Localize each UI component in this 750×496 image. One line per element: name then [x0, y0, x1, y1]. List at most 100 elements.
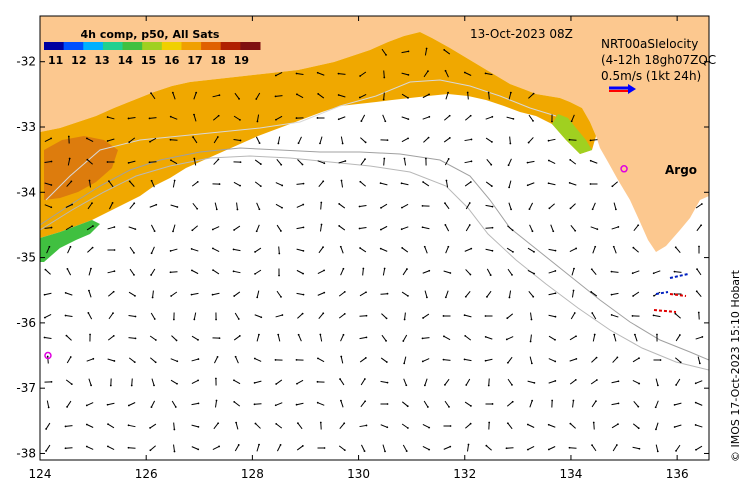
current-vector: [340, 180, 344, 188]
current-vector: [401, 226, 409, 230]
current-vector: [548, 160, 556, 164]
current-vector: [108, 202, 114, 210]
current-vector: [254, 358, 262, 362]
land-australia: [40, 16, 709, 252]
current-vector-head: [617, 380, 620, 383]
current-vector: [528, 137, 534, 143]
colorbar-segment: [142, 42, 163, 50]
current-vector-head: [595, 379, 598, 381]
current-vector-head: [88, 179, 91, 182]
current-vector-field: [43, 47, 704, 453]
current-vector: [401, 137, 409, 143]
current-vector: [464, 335, 472, 341]
current-vector: [570, 224, 576, 232]
current-vector: [234, 312, 240, 320]
current-vector: [170, 291, 178, 297]
current-vector-head: [505, 338, 508, 341]
current-vector: [506, 313, 514, 319]
current-vector-head: [533, 382, 536, 384]
credit-text: © IMOS 17-Oct-2023 15:10 Hobart: [729, 269, 742, 462]
colorbar-segment: [122, 42, 143, 50]
current-vector-head: [232, 248, 235, 251]
current-vector: [613, 202, 617, 210]
current-vector-head: [196, 207, 199, 210]
legend-line-3: 0.5m/s (1kt 24h): [601, 69, 701, 83]
lon-tick-label: 130: [347, 467, 370, 481]
current-vector: [591, 312, 597, 320]
current-vector: [359, 227, 367, 229]
current-vector-head: [254, 272, 256, 275]
current-vector: [633, 224, 639, 232]
current-vector-head: [274, 404, 277, 407]
current-vector-head: [92, 225, 94, 227]
current-vector-head: [88, 289, 90, 292]
current-vector-head: [383, 76, 386, 79]
current-vector: [212, 115, 220, 121]
current-vector: [359, 94, 367, 98]
current-vector: [88, 268, 92, 276]
current-vector: [590, 379, 598, 385]
current-vector: [569, 159, 577, 165]
current-vector-head: [86, 158, 89, 161]
current-vector-head: [403, 362, 406, 365]
current-vector-head: [675, 384, 678, 386]
current-vector: [488, 92, 490, 100]
current-vector: [360, 158, 366, 166]
current-vector: [192, 202, 198, 210]
current-vector-head: [678, 334, 681, 336]
current-vector-head: [407, 118, 410, 121]
current-vector: [107, 358, 115, 362]
current-vector-head: [484, 72, 487, 75]
current-vector: [233, 291, 241, 297]
current-vector-head: [575, 247, 578, 250]
current-vector-head: [342, 267, 345, 270]
current-vector-head: [281, 184, 284, 187]
current-vector-head: [573, 267, 575, 270]
current-vector-head: [694, 382, 697, 385]
current-vector-head: [297, 333, 300, 336]
current-vector-head: [589, 183, 592, 185]
current-vector: [277, 136, 281, 144]
current-vector: [422, 116, 430, 120]
current-vector: [506, 401, 514, 407]
current-vector: [675, 378, 681, 386]
current-vector-head: [341, 142, 344, 145]
current-vector: [150, 357, 156, 363]
current-vector: [611, 380, 619, 384]
current-vector-head: [316, 401, 319, 404]
current-vector: [44, 161, 52, 163]
current-vector-head: [64, 447, 67, 450]
current-vector-head: [365, 291, 367, 294]
current-vector-head: [444, 383, 446, 386]
current-vector: [530, 312, 532, 320]
current-vector-head: [405, 450, 408, 452]
current-vector-head: [260, 316, 263, 319]
current-vector: [65, 204, 73, 208]
current-vector: [611, 314, 619, 318]
current-vector-head: [426, 296, 428, 299]
current-vector-head: [362, 267, 365, 270]
current-vector-head: [385, 53, 387, 56]
current-vector: [296, 248, 304, 252]
current-vector-head: [463, 314, 466, 317]
current-vector-head: [365, 424, 368, 427]
current-vector: [401, 291, 409, 297]
current-vector: [213, 422, 219, 430]
current-vector-head: [46, 355, 49, 358]
current-vector-head: [421, 204, 424, 207]
current-vector-head: [631, 315, 634, 317]
current-vector-head: [216, 136, 219, 138]
current-vector: [213, 136, 219, 144]
current-vector: [107, 423, 115, 429]
sst-cool-patch-east: [552, 114, 592, 154]
current-vector: [465, 224, 471, 232]
current-vector: [317, 72, 325, 76]
current-vector-head: [91, 202, 93, 205]
current-vector: [256, 114, 260, 122]
current-vector-head: [89, 333, 91, 336]
current-vector-head: [238, 97, 240, 100]
current-vector-head: [279, 230, 282, 232]
current-vector-head: [295, 358, 298, 361]
current-vector: [320, 202, 322, 210]
current-vector-head: [302, 182, 305, 185]
